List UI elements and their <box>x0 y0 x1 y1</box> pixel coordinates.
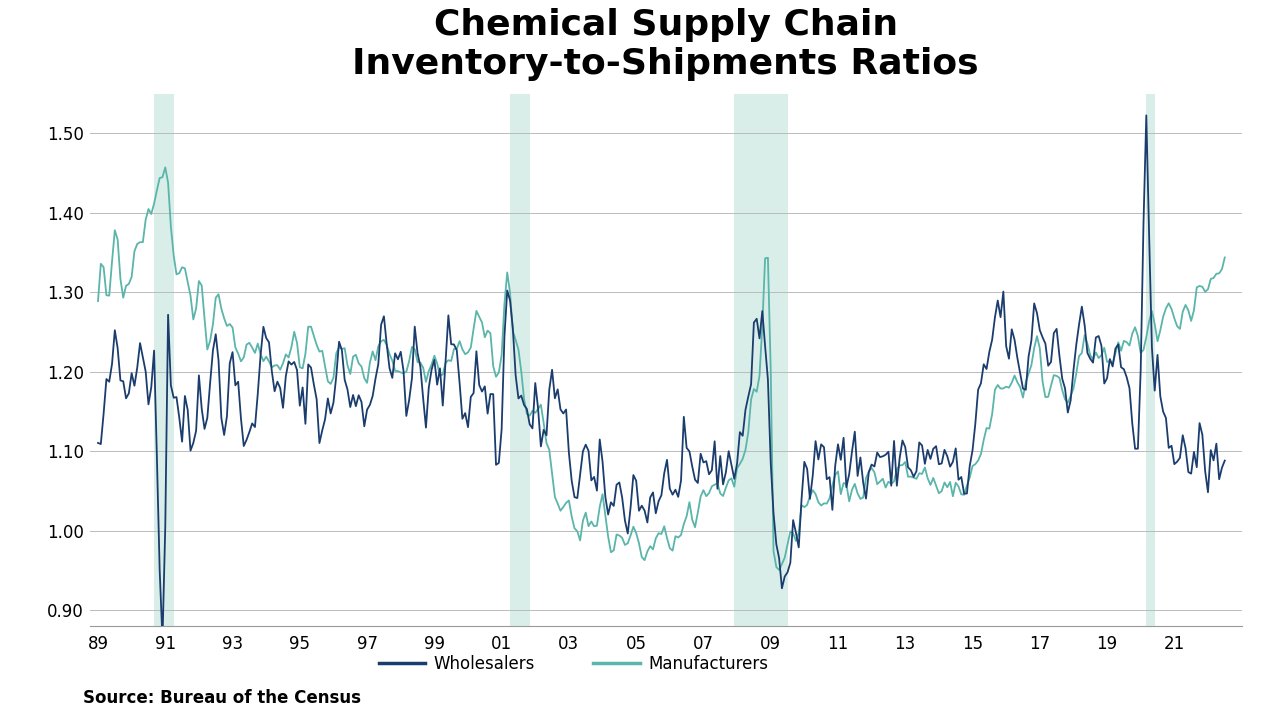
Bar <box>509 94 530 626</box>
Bar <box>1147 94 1155 626</box>
Manufacturers <box>480 326 495 335</box>
Manufacturers <box>143 210 159 218</box>
Manufacturers <box>586 522 602 531</box>
Wholesalers <box>1139 111 1155 120</box>
Legend: Wholesalers, Manufacturers: Wholesalers, Manufacturers <box>372 648 774 680</box>
Wholesalers <box>989 296 1005 305</box>
Manufacturers <box>326 374 342 382</box>
Wholesalers <box>326 398 342 407</box>
Line: Wholesalers: Wholesalers <box>99 115 1225 640</box>
Wholesalers <box>91 438 106 447</box>
Title: Chemical Supply Chain
Inventory-to-Shipments Ratios: Chemical Supply Chain Inventory-to-Shipm… <box>352 8 979 81</box>
Bar <box>154 94 174 626</box>
Wholesalers <box>452 379 467 387</box>
Wholesalers <box>143 383 159 392</box>
Text: Source: Bureau of the Census: Source: Bureau of the Census <box>83 689 361 707</box>
Wholesalers <box>155 636 170 644</box>
Manufacturers <box>993 384 1009 393</box>
Line: Manufacturers: Manufacturers <box>99 167 1225 570</box>
Manufacturers <box>91 297 106 305</box>
Wholesalers <box>1217 456 1233 465</box>
Bar <box>735 94 787 626</box>
Manufacturers <box>452 337 467 346</box>
Manufacturers <box>1217 253 1233 262</box>
Wholesalers <box>586 472 602 481</box>
Wholesalers <box>480 409 495 418</box>
Manufacturers <box>772 566 787 575</box>
Manufacturers <box>157 163 173 171</box>
